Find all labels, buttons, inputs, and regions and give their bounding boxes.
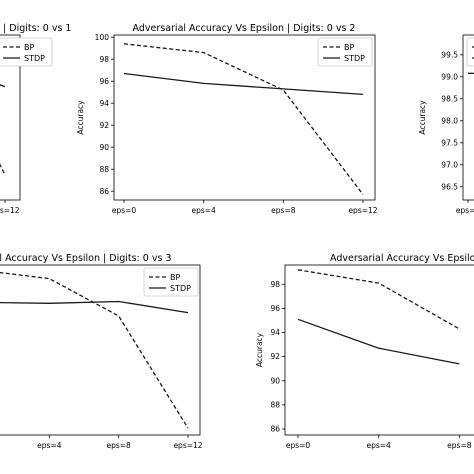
x-tick-label: eps=0 <box>112 206 137 215</box>
chart-title: Adversarial Accuracy Vs Epsilon | Digits… <box>0 253 171 264</box>
legend-entry: BP <box>344 43 354 52</box>
x-tick-label: eps=12 <box>348 206 377 215</box>
chart-5: Adversarial Accuracy Vs Epsilon | Digits… <box>255 253 474 450</box>
chart-title: Adversarial Accuracy Vs Epsilon | Digits… <box>133 23 356 34</box>
legend: BP STDP <box>317 37 373 67</box>
x-tick-label: eps=8 <box>106 441 131 450</box>
x-tick-label: eps=12 <box>173 441 202 450</box>
x-tick-label: eps=8 <box>271 206 296 215</box>
y-tick-label: 94 <box>270 328 280 337</box>
chart-title: Adversarial Accuracy Vs Epsilon | Digits… <box>0 23 71 34</box>
y-tick-label: 94 <box>99 99 109 108</box>
legend: BP STDP <box>143 267 199 297</box>
y-tick-label: 86 <box>270 425 280 434</box>
legend-frame <box>0 37 53 67</box>
x-tick-label: eps=0 <box>456 206 474 215</box>
legend-entry: STDP <box>170 284 191 293</box>
y-tick-label: 100 <box>95 33 110 42</box>
plot-frame <box>462 34 474 201</box>
x-tick-label: eps=0 <box>286 441 311 450</box>
y-tick-label: 88 <box>270 400 280 409</box>
y-tick-label: 88 <box>99 165 109 174</box>
plot-frame <box>284 264 474 436</box>
series-line-stdp <box>123 72 364 96</box>
series-line-bp <box>0 271 189 429</box>
y-tick-label: 92 <box>270 352 280 361</box>
legend-frame <box>466 37 474 67</box>
y-tick-label: 98 <box>99 55 109 64</box>
x-tick-label: eps=12 <box>0 206 20 215</box>
series-line-stdp <box>467 72 474 75</box>
x-tick-label: eps=4 <box>37 441 62 450</box>
series-line-bp <box>123 43 364 195</box>
x-tick-label: eps=4 <box>366 441 391 450</box>
y-tick-label: 97.0 <box>441 160 458 169</box>
y-tick-label: 99.0 <box>441 72 458 81</box>
series-line-stdp <box>0 300 189 314</box>
y-tick-label: 92 <box>99 121 109 130</box>
y-tick-label: 98 <box>270 280 280 289</box>
y-tick-label: 98.0 <box>441 116 458 125</box>
y-tick-label: 96 <box>99 77 109 86</box>
legend-entry: BP <box>170 273 180 282</box>
chart-title: Adversarial Accuracy Vs Epsilon | Digits <box>330 253 474 264</box>
y-tick-label: 96.5 <box>441 182 458 191</box>
series-line-stdp <box>0 84 6 88</box>
chart-2: Adversarial Accuracy Vs Epsilon | Digits… <box>76 23 378 215</box>
x-tick-label: eps=8 <box>447 441 472 450</box>
y-tick-label: 98.5 <box>441 94 458 103</box>
legend-entry: STDP <box>344 54 365 63</box>
legend-frame <box>317 37 373 67</box>
chart-1: Adversarial Accuracy Vs Epsilon | Digits… <box>0 23 71 215</box>
series-line-stdp <box>297 318 460 365</box>
y-tick-label: 86 <box>99 187 109 196</box>
plot-frame <box>0 34 21 201</box>
y-axis-label: Accuracy <box>76 100 85 135</box>
legend-entry: BP <box>24 43 34 52</box>
y-tick-label: 90 <box>99 143 109 152</box>
plot-frame <box>0 264 201 436</box>
y-tick-label: 90 <box>270 376 280 385</box>
y-tick-label: 97.5 <box>441 138 458 147</box>
y-axis-label: Accuracy <box>255 332 264 367</box>
series-line-bp <box>0 163 6 176</box>
chart-4: Adversarial Accuracy Vs Epsilon | Digits… <box>0 253 203 450</box>
plot-frame <box>113 34 376 201</box>
y-tick-label: 96 <box>270 304 280 313</box>
x-tick-label: eps=4 <box>191 206 216 215</box>
legend: BP STDP <box>0 37 53 67</box>
series-line-bp <box>297 269 460 330</box>
legend-frame <box>143 267 199 297</box>
y-tick-label: 99.5 <box>441 50 458 59</box>
legend-entry: STDP <box>24 54 45 63</box>
chart-3: eps=0eps=4eps=8eps=1296.597.097.598.098.… <box>418 34 474 215</box>
y-axis-label: Accuracy <box>418 100 427 135</box>
